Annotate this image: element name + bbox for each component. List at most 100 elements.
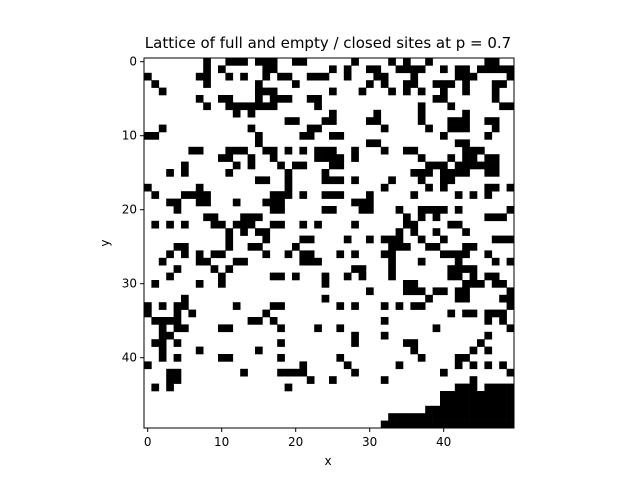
closed-site [462,309,470,318]
closed-site [395,228,404,236]
closed-site [491,95,500,103]
closed-site [506,368,515,377]
closed-site [366,139,374,148]
closed-site [262,146,271,155]
closed-site [247,109,256,118]
closed-site [203,80,211,88]
closed-site [403,87,411,96]
closed-site [173,368,182,377]
closed-site [269,146,278,155]
closed-site [380,420,389,429]
closed-site [462,413,470,421]
closed-site [329,109,337,118]
closed-site [173,339,182,347]
closed-site [343,235,352,244]
closed-site [469,405,478,414]
closed-site [336,250,345,259]
closed-site [388,176,396,185]
closed-site [151,383,160,392]
closed-site [454,161,463,170]
closed-site [440,368,448,377]
closed-site [255,213,263,222]
closed-site [477,339,485,347]
closed-site [329,87,337,96]
closed-site [255,132,263,140]
closed-site [403,58,411,66]
closed-site [151,317,160,325]
closed-site [499,80,507,88]
closed-site [218,354,226,362]
closed-site [417,287,426,296]
closed-site [351,265,359,273]
closed-site [484,405,493,414]
closed-site [336,191,345,199]
closed-site [432,413,441,421]
closed-site [284,250,293,259]
closed-site [321,191,330,199]
closed-site [491,405,500,414]
closed-site [336,132,345,140]
closed-site [417,206,426,214]
closed-site [351,339,359,347]
closed-site [462,383,470,392]
closed-site [440,80,448,88]
closed-site [240,213,248,222]
closed-site [395,235,404,244]
closed-site [232,302,241,310]
closed-site [447,272,456,281]
closed-site [491,309,500,318]
closed-site [491,154,500,162]
closed-site [306,235,315,244]
closed-site [388,413,396,421]
closed-site [447,250,456,259]
closed-site [440,413,448,421]
closed-site [506,102,515,111]
closed-site [432,161,441,170]
closed-site [166,317,174,325]
closed-site [491,398,500,407]
closed-site [166,368,174,377]
closed-site [425,206,433,214]
closed-site [306,376,315,384]
closed-site [440,405,448,414]
closed-site [292,368,300,377]
closed-site [329,191,337,199]
closed-site [166,169,174,177]
closed-site [440,132,448,140]
closed-site [491,420,500,429]
closed-site [247,102,256,111]
closed-site [210,265,219,273]
closed-site [454,191,463,199]
closed-site [454,124,463,133]
lattice-cells [144,58,515,429]
closed-site [417,65,426,74]
closed-site [491,117,500,125]
closed-site [425,124,433,133]
closed-site [380,72,389,81]
closed-site [173,302,182,310]
closed-site [284,117,293,125]
y-tick-label: 0 [129,55,137,69]
closed-site [195,183,204,192]
closed-site [454,413,463,421]
closed-site [314,72,322,81]
closed-site [477,65,485,74]
closed-site [144,132,152,140]
closed-site [203,72,211,81]
closed-site [181,294,189,303]
closed-site [491,383,500,392]
closed-site [499,420,507,429]
closed-site [425,183,433,192]
closed-site [329,146,337,155]
closed-site [388,250,396,259]
closed-site [491,87,500,96]
closed-site [240,58,248,66]
closed-site [166,250,174,259]
closed-site [181,243,189,251]
closed-site [247,161,256,170]
closed-site [366,117,374,125]
closed-site [462,139,470,148]
closed-site [417,102,426,111]
closed-site [417,117,426,125]
